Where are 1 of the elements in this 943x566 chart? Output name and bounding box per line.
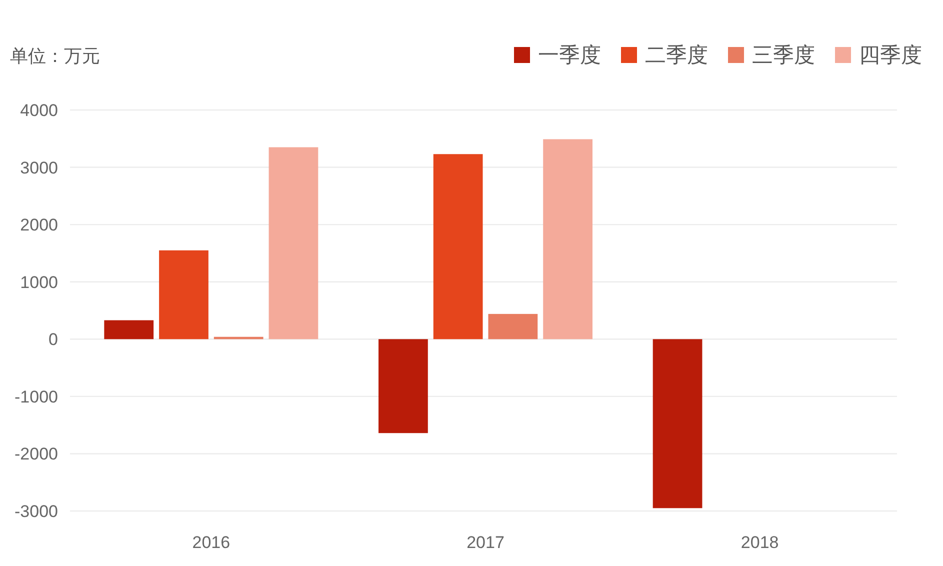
ylabel: 单位：万元: [10, 46, 100, 66]
